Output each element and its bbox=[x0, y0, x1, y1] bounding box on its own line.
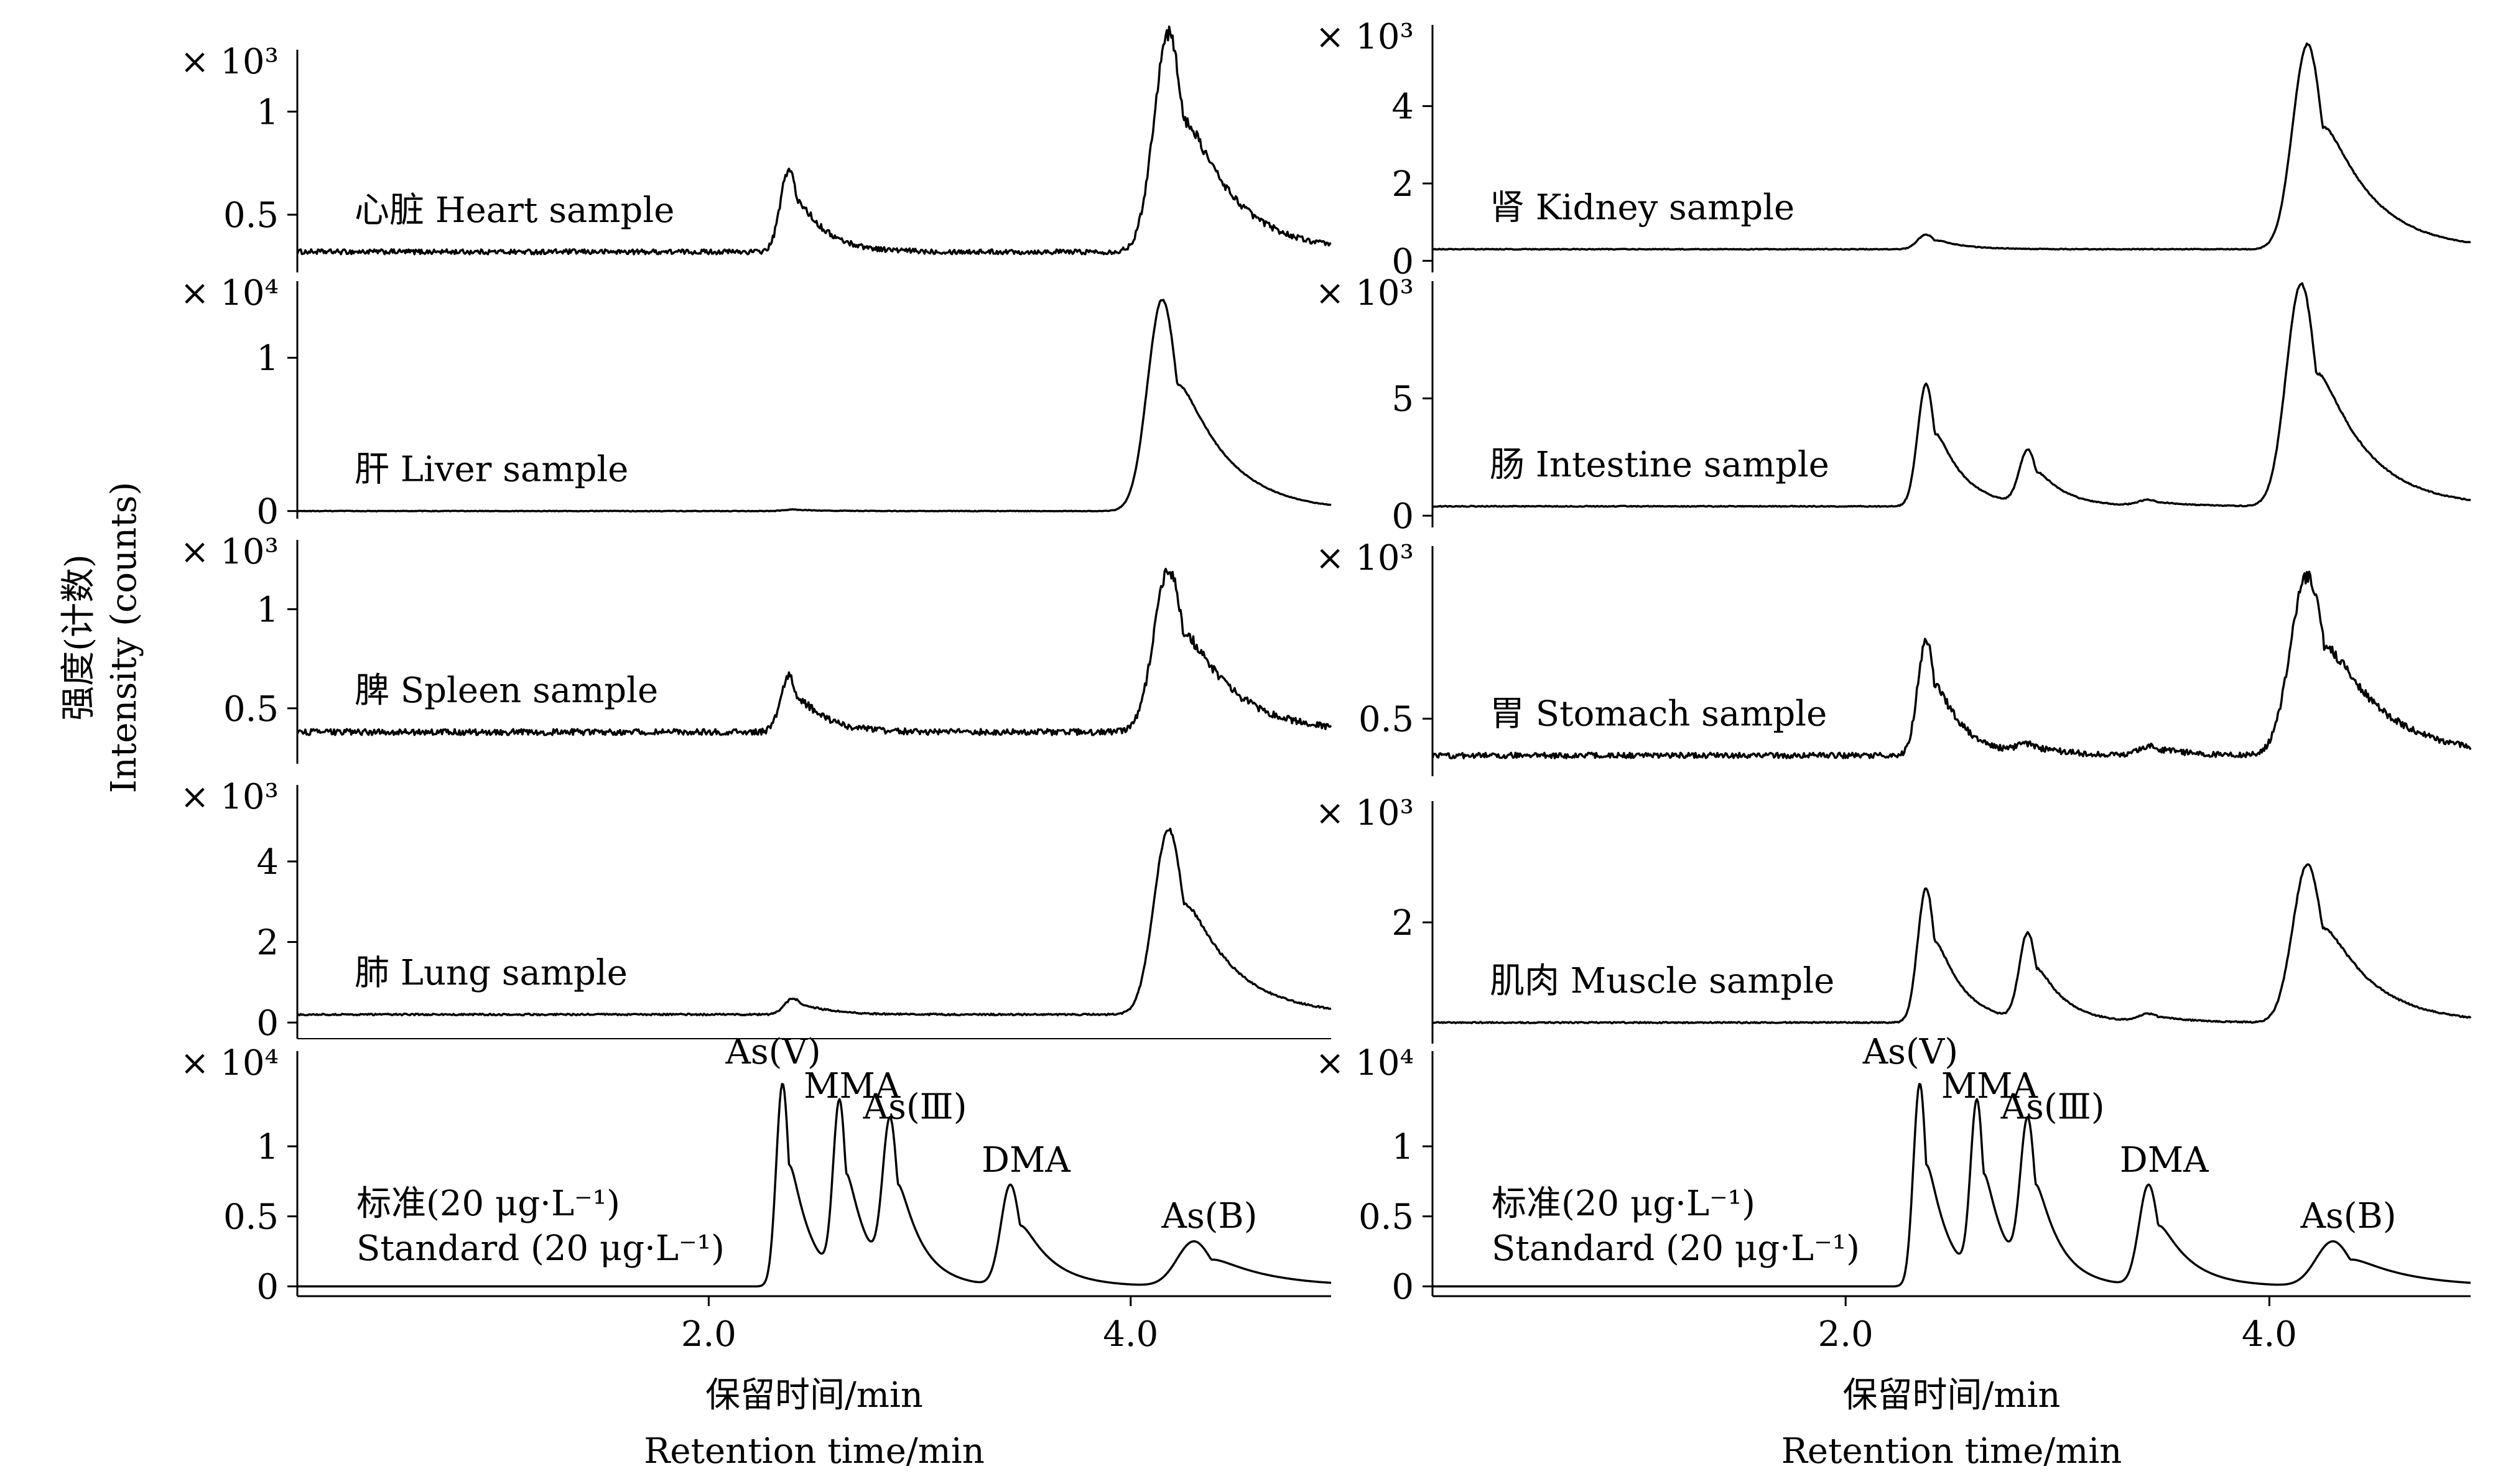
y-multiplier-label: × 10³ bbox=[1316, 273, 1414, 313]
y-tick-label: 4 bbox=[256, 842, 279, 883]
y-tick-label: 2 bbox=[256, 923, 279, 963]
y-tick-label: 1 bbox=[256, 92, 279, 132]
y-tick-label: 0.5 bbox=[223, 1197, 279, 1238]
peak-label: As(B) bbox=[2300, 1196, 2397, 1236]
trace-line bbox=[296, 567, 1332, 736]
y-tick-label: 0.5 bbox=[1358, 1197, 1414, 1238]
panel-right-3: 2 × 10³ 肌肉 Muscle sample bbox=[1316, 793, 2472, 1044]
y-tick-label: 0.5 bbox=[223, 689, 279, 730]
panel-right-4: 0 0.5 1 × 10⁴ 标准(20 μg·L⁻¹)Standard (20 μg·L… bbox=[1316, 1032, 2471, 1472]
sample-label: 肝 Liver sample bbox=[355, 450, 628, 490]
peak-label: As(Ⅴ) bbox=[725, 1032, 820, 1072]
peak-label: MMA bbox=[804, 1066, 901, 1106]
peak-label: DMA bbox=[982, 1140, 1070, 1180]
y-axis-title: 强度(计数) Intensity (counts) bbox=[58, 482, 144, 794]
y-axis-label-cn: 强度(计数) bbox=[58, 554, 99, 721]
y-tick-label: 4 bbox=[1391, 87, 1414, 128]
y-tick-label: 5 bbox=[1391, 379, 1414, 420]
panel-left-0: 0.5 1 × 10³ 心脏 Heart sample bbox=[180, 25, 1332, 272]
sample-label: 标准(20 μg·L⁻¹) bbox=[356, 1184, 620, 1224]
y-tick-label: 2 bbox=[1391, 164, 1414, 205]
x-tick-label: 4.0 bbox=[1103, 1314, 1158, 1355]
peak-label: As(Ⅲ) bbox=[2000, 1087, 2105, 1128]
panel-right-2: 0.5 × 10³ 胃 Stomach sample bbox=[1316, 538, 2472, 776]
x-axis-label-cn: 保留时间/min bbox=[705, 1375, 923, 1416]
y-multiplier-label: × 10³ bbox=[180, 42, 279, 82]
y-tick-label: 1 bbox=[256, 338, 279, 379]
trace-line bbox=[296, 25, 1332, 256]
trace-line bbox=[296, 827, 1332, 1017]
y-multiplier-label: × 10³ bbox=[1316, 793, 1414, 833]
x-axis-label-en: Retention time/min bbox=[644, 1431, 985, 1472]
trace-line bbox=[1431, 570, 2472, 759]
y-multiplier-label: × 10³ bbox=[1316, 538, 1414, 578]
y-tick-label: 0 bbox=[256, 492, 279, 532]
panel-left-3: 0 2 4 × 10³ 肺 Lung sample bbox=[180, 777, 1332, 1044]
x-tick-label: 2.0 bbox=[681, 1314, 736, 1355]
x-axis-label-en: Retention time/min bbox=[1781, 1431, 2122, 1472]
x-tick-label: 4.0 bbox=[2242, 1314, 2297, 1355]
y-tick-label: 0 bbox=[256, 1003, 279, 1044]
sample-label: 胃 Stomach sample bbox=[1490, 694, 1827, 735]
y-tick-label: 1 bbox=[1391, 1127, 1414, 1167]
y-tick-label: 0 bbox=[1391, 496, 1414, 537]
y-tick-label: 0.5 bbox=[223, 195, 279, 236]
y-tick-label: 1 bbox=[256, 1127, 279, 1167]
trace-line bbox=[1432, 863, 2472, 1024]
x-tick-label: 2.0 bbox=[1818, 1314, 1874, 1355]
trace-line bbox=[297, 299, 1332, 512]
sample-label: 肺 Lung sample bbox=[355, 953, 628, 993]
sample-label: 肌肉 Muscle sample bbox=[1490, 961, 1834, 1001]
sample-label: 脾 Spleen sample bbox=[355, 670, 658, 711]
y-tick-label: 1 bbox=[256, 590, 279, 631]
trace-line bbox=[1432, 42, 2471, 251]
panel-right-1: 0 5 × 10³ 肠 Intestine sample bbox=[1316, 273, 2471, 537]
sample-label: 心脏 Heart sample bbox=[355, 190, 674, 231]
sample-label: 肠 Intestine sample bbox=[1490, 445, 1829, 485]
sample-label-2: Standard (20 μg·L⁻¹) bbox=[1492, 1228, 1860, 1269]
sample-label-2: Standard (20 μg·L⁻¹) bbox=[356, 1228, 725, 1269]
panel-left-2: 0.5 1 × 10³ 脾 Spleen sample bbox=[180, 532, 1332, 764]
peak-label: As(Ⅲ) bbox=[863, 1087, 967, 1128]
y-tick-label: 0 bbox=[256, 1267, 279, 1307]
y-multiplier-label: × 10⁴ bbox=[1316, 1043, 1414, 1083]
panel-right-0: 0 2 4 × 10³ 肾 Kidney sample bbox=[1316, 17, 2471, 282]
trace-line bbox=[297, 1083, 1332, 1287]
peak-label: As(B) bbox=[1161, 1196, 1258, 1236]
y-multiplier-label: × 10⁴ bbox=[180, 1043, 279, 1083]
y-axis-label-en: Intensity (counts) bbox=[104, 482, 144, 794]
y-multiplier-label: × 10⁴ bbox=[180, 273, 279, 313]
y-multiplier-label: × 10³ bbox=[180, 777, 279, 817]
y-multiplier-label: × 10³ bbox=[180, 532, 279, 572]
y-tick-label: 2 bbox=[1391, 903, 1414, 944]
trace-line bbox=[1432, 282, 2471, 508]
y-tick-label: 0.5 bbox=[1358, 700, 1414, 740]
peak-label: As(Ⅴ) bbox=[1862, 1032, 1958, 1072]
y-tick-label: 0 bbox=[1391, 1267, 1414, 1307]
sample-label: 肾 Kidney sample bbox=[1490, 188, 1795, 228]
panel-left-4: 0 0.5 1 × 10⁴ 标准(20 μg·L⁻¹)Standard (20 μg·L… bbox=[180, 1032, 1332, 1472]
panels: 0.5 1 × 10³ 心脏 Heart sample 0 1 × 10⁴ 肝 Liver s… bbox=[180, 17, 2472, 1472]
y-multiplier-label: × 10³ bbox=[1316, 17, 1414, 57]
x-axis-label-cn: 保留时间/min bbox=[1843, 1375, 2061, 1416]
panel-left-1: 0 1 × 10⁴ 肝 Liver sample bbox=[180, 273, 1332, 532]
peak-label: DMA bbox=[2120, 1140, 2209, 1180]
peak-label: MMA bbox=[1941, 1066, 2038, 1106]
trace-line bbox=[1432, 1083, 2471, 1287]
sample-label: 标准(20 μg·L⁻¹) bbox=[1492, 1184, 1755, 1224]
y-tick-label: 0 bbox=[1391, 241, 1414, 282]
